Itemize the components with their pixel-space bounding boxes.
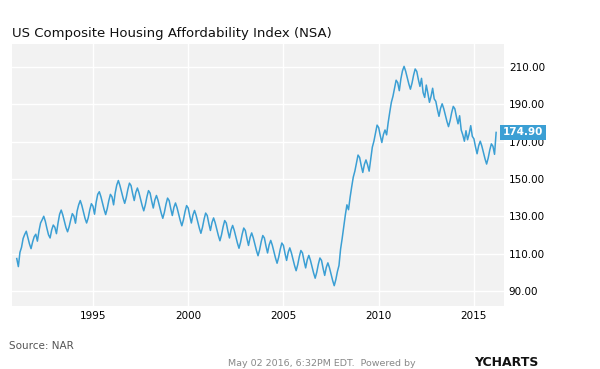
Text: YCHARTS: YCHARTS [474, 356, 538, 369]
Text: Source: NAR: Source: NAR [9, 341, 74, 351]
Text: May 02 2016, 6:32PM EDT.  Powered by: May 02 2016, 6:32PM EDT. Powered by [228, 359, 416, 368]
Text: US Composite Housing Affordability Index (NSA): US Composite Housing Affordability Index… [12, 27, 332, 40]
Text: 174.90: 174.90 [503, 127, 544, 137]
